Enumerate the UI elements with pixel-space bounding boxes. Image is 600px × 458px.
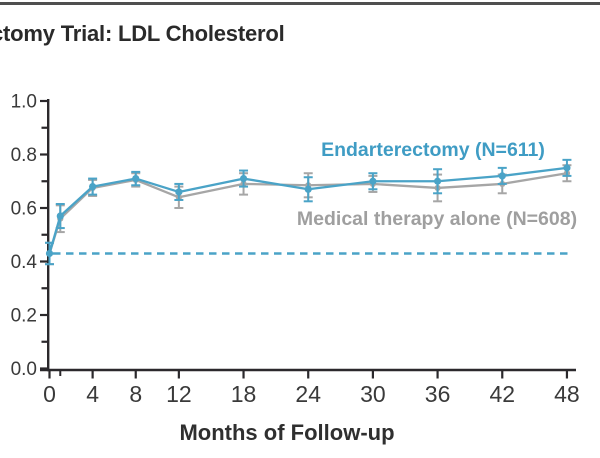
marker-endarterectomy	[433, 177, 442, 185]
marker-endarterectomy	[498, 172, 506, 180]
marker-endarterectomy	[175, 188, 183, 196]
legend-label-endarterectomy: Endarterectomy (N=611)	[321, 139, 545, 161]
x-axis-title: Months of Follow-up	[179, 420, 394, 445]
marker-endarterectomy	[89, 183, 97, 191]
x-tick-label: 8	[129, 381, 142, 407]
x-tick-label: 24	[295, 381, 321, 407]
x-tick-label: 42	[489, 381, 515, 407]
x-tick-label: 0	[43, 381, 56, 407]
y-tick-label: 0.2	[11, 306, 37, 327]
x-tick-label: 36	[425, 381, 451, 407]
marker-endarterectomy	[45, 249, 54, 258]
y-tick-label: 0.6	[11, 199, 37, 220]
x-tick-label: 12	[166, 381, 192, 407]
y-tick-label: 0.4	[11, 252, 38, 273]
x-tick-label: 4	[86, 381, 99, 407]
marker-endarterectomy	[369, 177, 377, 185]
marker-endarterectomy	[132, 174, 140, 183]
figure-title: ctomy Trial: LDL Cholesterol	[0, 21, 600, 51]
legend-label-medical-therapy: Medical therapy alone (N=608)	[297, 208, 577, 230]
x-tick-label: 18	[231, 381, 257, 407]
marker-endarterectomy	[563, 164, 571, 172]
x-tick-label: 30	[360, 381, 386, 407]
y-tick-label: 0.8	[11, 145, 37, 166]
top-border-rule	[0, 2, 600, 5]
figure-title-text: ctomy Trial: LDL Cholesterol	[0, 21, 285, 46]
marker-endarterectomy	[239, 174, 248, 183]
y-tick-label: 0.0	[11, 359, 37, 380]
y-tick-label: 1.0	[11, 92, 37, 113]
marker-endarterectomy	[304, 185, 312, 193]
marker-endarterectomy	[56, 212, 64, 220]
x-tick-label: 48	[554, 381, 580, 407]
